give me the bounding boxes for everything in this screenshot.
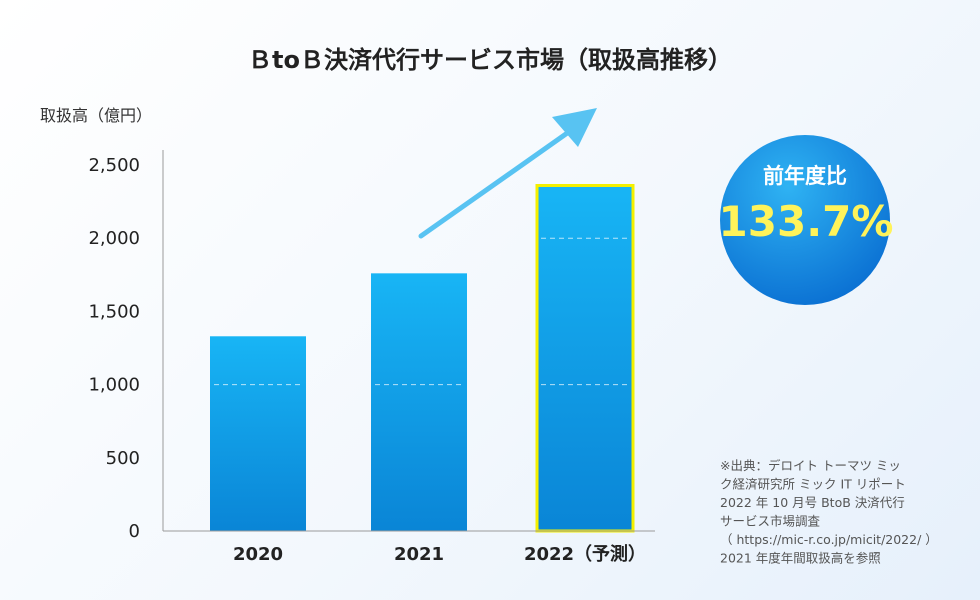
source-line: ク経済研究所 ミック IT リポート [720,477,906,492]
bars [210,183,635,533]
y-tick-label: 0 [129,521,140,542]
chart-title: ＢtoＢ決済代行サービス市場（取扱高推移） [248,46,732,74]
y-tick-label: 2,000 [88,228,140,249]
y-tick-label: 2,500 [88,155,140,176]
bar-highlighted [535,183,635,533]
y-tick-label: 1,500 [88,301,140,322]
badge-circle [720,135,890,305]
x-axis-ticks: 2020 2021 2022（予測） [233,543,646,565]
y-axis-ticks: 0 500 1,000 1,500 2,000 2,500 [88,155,140,542]
bar [371,273,467,531]
source-line: ※出典：デロイト トーマツ ミッ [720,458,901,473]
badge-value: 133.7% [719,197,894,246]
y-tick-label: 500 [106,448,140,469]
source-line: （ https://mic-r.co.jp/micit/2022/ ） [720,532,938,547]
badge-heading: 前年度比 [763,164,847,188]
x-tick-label: 2021 [394,544,444,565]
bar [210,336,306,531]
y-tick-label: 1,000 [88,375,140,396]
x-tick-label: 2022（予測） [524,543,646,565]
yoy-badge: 前年度比 133.7% [719,135,894,305]
source-line: 2022 年 10 月号 BtoB 決済代行 [720,495,905,510]
source-line: 2021 年度年間取扱高を参照 [720,551,881,566]
growth-arrow-icon [418,108,597,239]
y-axis-label: 取扱高（億円） [40,106,152,125]
x-tick-label: 2020 [233,544,283,565]
source-line: サービス市場調査 [720,514,821,529]
